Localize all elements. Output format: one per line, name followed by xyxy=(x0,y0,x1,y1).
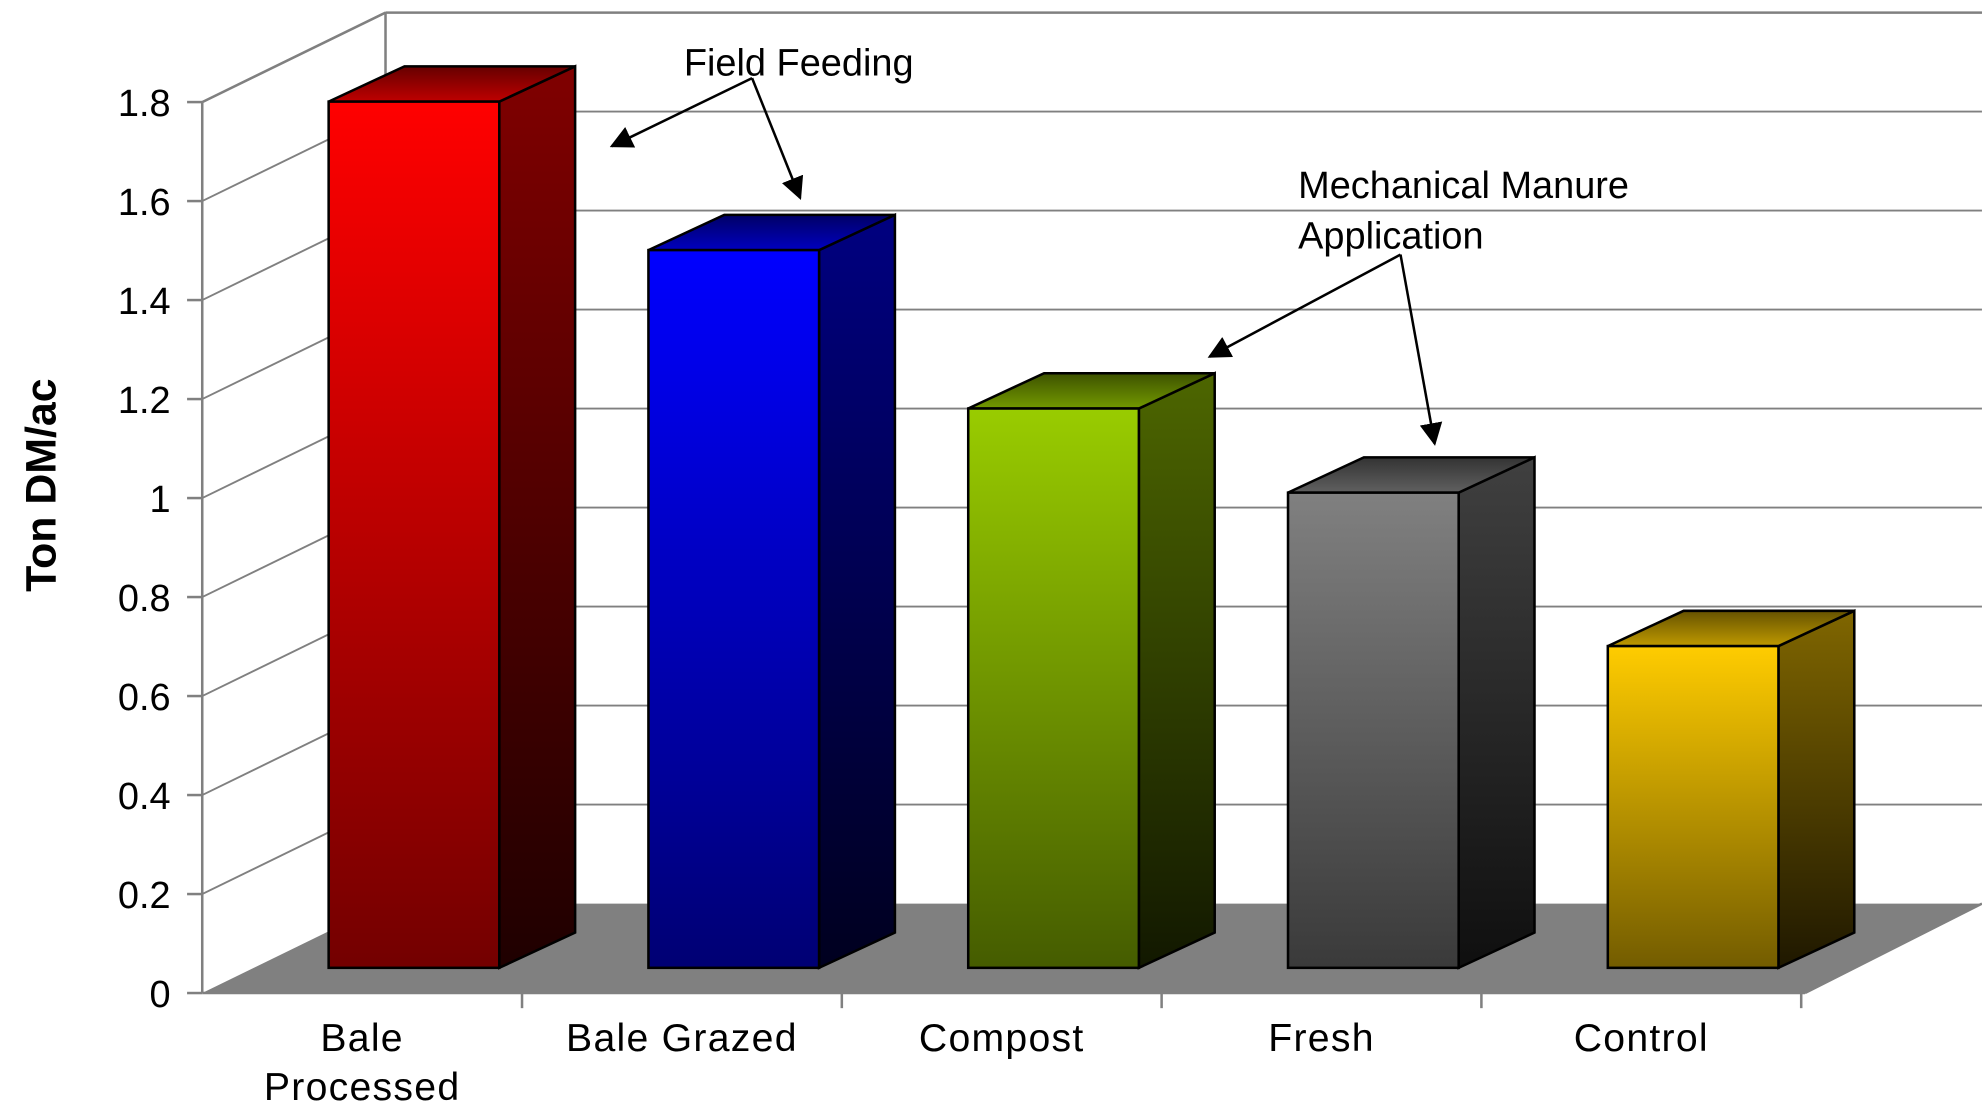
x-tick-label: Control xyxy=(1573,1015,1709,1060)
y-tick-label: 0 xyxy=(150,974,171,1016)
x-tick-label: Fresh xyxy=(1268,1015,1375,1060)
bar xyxy=(327,64,577,970)
bar-side xyxy=(1137,371,1216,970)
bar-front xyxy=(1606,644,1780,970)
x-tick-label: Compost xyxy=(918,1015,1085,1060)
bar-front xyxy=(327,100,501,970)
bar xyxy=(1286,455,1536,970)
y-axis-title: Ton DM/ac xyxy=(18,378,66,591)
annotations: Field Feeding Mechanical Manure Applicat… xyxy=(684,43,1629,258)
y-tick-label: 0.4 xyxy=(118,776,171,818)
x-tick-label: Bale Grazed xyxy=(566,1015,798,1060)
bar xyxy=(1606,608,1856,970)
annotation: Mechanical Manure xyxy=(1298,165,1629,207)
y-tick-label: 0.8 xyxy=(118,578,171,620)
bar-side xyxy=(1777,608,1856,970)
annotation-arrow xyxy=(609,76,753,148)
x-tick-label: Bale Processed xyxy=(263,1015,461,1109)
bar-side xyxy=(817,212,897,970)
bar-side xyxy=(1457,455,1536,970)
y-tick-label: 0.2 xyxy=(118,875,171,917)
y-tick-label: 1 xyxy=(150,479,171,521)
bar-front xyxy=(647,248,821,970)
y-tick-label: 1.2 xyxy=(118,380,171,422)
annotation-arrow xyxy=(750,77,804,200)
bar-front xyxy=(966,407,1141,970)
y-tick-label: 1.4 xyxy=(118,281,171,323)
bar xyxy=(647,212,897,970)
annotation: Field Feeding xyxy=(684,43,914,85)
y-tick-label: 0.6 xyxy=(118,677,171,719)
annotation-arrow xyxy=(1207,253,1402,358)
grid-line xyxy=(201,11,386,103)
annotation-arrow xyxy=(1399,254,1443,446)
y-tick-label: 1.8 xyxy=(118,83,171,125)
bar-front xyxy=(1286,491,1460,970)
bar xyxy=(966,371,1216,970)
y-tick-label: 1.6 xyxy=(118,182,171,224)
annotation: Application xyxy=(1298,215,1483,257)
floor-edge xyxy=(1804,902,1982,995)
bar-side xyxy=(498,64,577,970)
